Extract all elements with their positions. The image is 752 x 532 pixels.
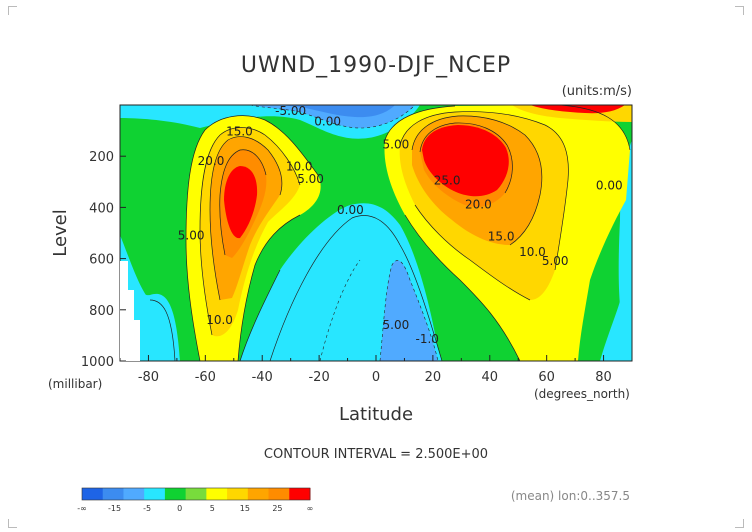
contour-label: 20.0 bbox=[465, 198, 492, 212]
x-axis-title: Latitude bbox=[339, 404, 413, 425]
x-tick-label: -80 bbox=[138, 370, 159, 385]
contour-label: 5.00 bbox=[383, 138, 410, 152]
contour-label: 5.00 bbox=[542, 254, 569, 268]
crop-mark-bottom-right bbox=[735, 519, 744, 528]
colorbar-label: -∞ bbox=[77, 504, 87, 513]
crop-mark-top-left bbox=[8, 6, 17, 15]
contour-label: 5.00 bbox=[297, 172, 324, 186]
field-sh-pos25 bbox=[224, 166, 258, 239]
contour-label: -1.0 bbox=[415, 332, 438, 346]
chart-title: UWND_1990-DJF_NCEP bbox=[241, 53, 511, 78]
plot-area: 15.020.0 10.05.005.0010.00.00-5.000.005.0… bbox=[119, 104, 633, 362]
x-tick-label: 60 bbox=[538, 370, 555, 385]
x-tick-label: -60 bbox=[195, 370, 216, 385]
colorbar-swatch bbox=[185, 488, 207, 500]
contour-label: 10.0 bbox=[286, 159, 313, 173]
colorbar: -∞ -15 -5 0 5 15 25 ∞ bbox=[77, 487, 314, 513]
contour-label: -5.00 bbox=[275, 104, 306, 118]
contour-interval-text: CONTOUR INTERVAL = 2.500E+00 bbox=[264, 447, 488, 462]
colorbar-swatch bbox=[144, 488, 166, 500]
field-topright-pos25 bbox=[530, 105, 625, 114]
contour-label: 0.00 bbox=[314, 114, 341, 128]
contour-label-layer: 15.020.0 10.05.005.0010.00.00-5.000.005.0… bbox=[178, 104, 623, 346]
colorbar-swatch bbox=[289, 488, 311, 500]
x-units-label: (degrees_north) bbox=[534, 387, 630, 401]
x-tick-label: 40 bbox=[482, 370, 499, 385]
y-axis: 200 400 600 800 1000 bbox=[81, 150, 126, 370]
colorbar-swatch bbox=[268, 488, 290, 500]
y-units-label: (millibar) bbox=[48, 377, 102, 391]
x-axis: -80 -60 -40 -20 0 20 40 60 80 bbox=[119, 355, 633, 385]
colorbar-label: -15 bbox=[108, 504, 121, 513]
colorbar-frame bbox=[81, 487, 311, 501]
y-axis-title: Level bbox=[50, 209, 71, 257]
field-neg10-top bbox=[280, 105, 395, 118]
units-label: (units:m/s) bbox=[562, 84, 632, 99]
y-tick-label: 800 bbox=[89, 304, 114, 319]
field-nh-pos25 bbox=[422, 125, 509, 197]
colorbar-label: 0 bbox=[177, 504, 182, 513]
footer-text: (mean) lon:0..357.5 bbox=[511, 489, 630, 503]
contour-label: 10.0 bbox=[206, 313, 233, 327]
colorbar-swatch bbox=[164, 488, 187, 500]
colorbar-label: 15 bbox=[240, 504, 250, 513]
colorbar-swatch bbox=[247, 488, 270, 500]
contour-label: 25.0 bbox=[434, 173, 461, 187]
crop-mark-top-right bbox=[735, 6, 744, 15]
contour-label: 5.00 bbox=[178, 228, 205, 242]
contour-label: 15.0 bbox=[488, 230, 515, 244]
missing-data-region bbox=[120, 261, 140, 361]
colorbar-label: 5 bbox=[210, 504, 215, 513]
field-neg5-center bbox=[380, 260, 438, 361]
x-tick-label: 0 bbox=[372, 370, 380, 385]
x-tick-label: 20 bbox=[425, 370, 442, 385]
colorbar-label: 25 bbox=[272, 504, 282, 513]
colorbar-swatch bbox=[227, 488, 249, 500]
contour-label: 0.00 bbox=[596, 178, 623, 192]
contour-label: 0.00 bbox=[337, 203, 364, 217]
colorbar-swatch bbox=[123, 488, 145, 500]
y-tick-label: 200 bbox=[89, 150, 114, 165]
x-tick-label: -20 bbox=[308, 370, 329, 385]
contour-label: 10.0 bbox=[519, 245, 546, 259]
dashed-contour-lines bbox=[249, 105, 439, 361]
y-tick-label: 400 bbox=[89, 201, 114, 216]
x-tick-label: -40 bbox=[252, 370, 273, 385]
colorbar-swatch bbox=[102, 488, 124, 500]
colorbar-label: ∞ bbox=[307, 504, 314, 513]
contour-label: 5.00 bbox=[383, 318, 410, 332]
contour-label: 20.0 bbox=[198, 154, 225, 168]
y-tick-label: 1000 bbox=[81, 355, 114, 370]
contour-label: 15.0 bbox=[226, 125, 253, 139]
contour-lines bbox=[149, 105, 631, 361]
colorbar-label: -5 bbox=[143, 504, 151, 513]
colorbar-swatch bbox=[82, 488, 104, 500]
colorbar-swatch bbox=[206, 488, 228, 500]
y-tick-label: 600 bbox=[89, 253, 114, 268]
x-tick-label: 80 bbox=[595, 370, 612, 385]
crop-mark-bottom-left bbox=[8, 519, 17, 528]
